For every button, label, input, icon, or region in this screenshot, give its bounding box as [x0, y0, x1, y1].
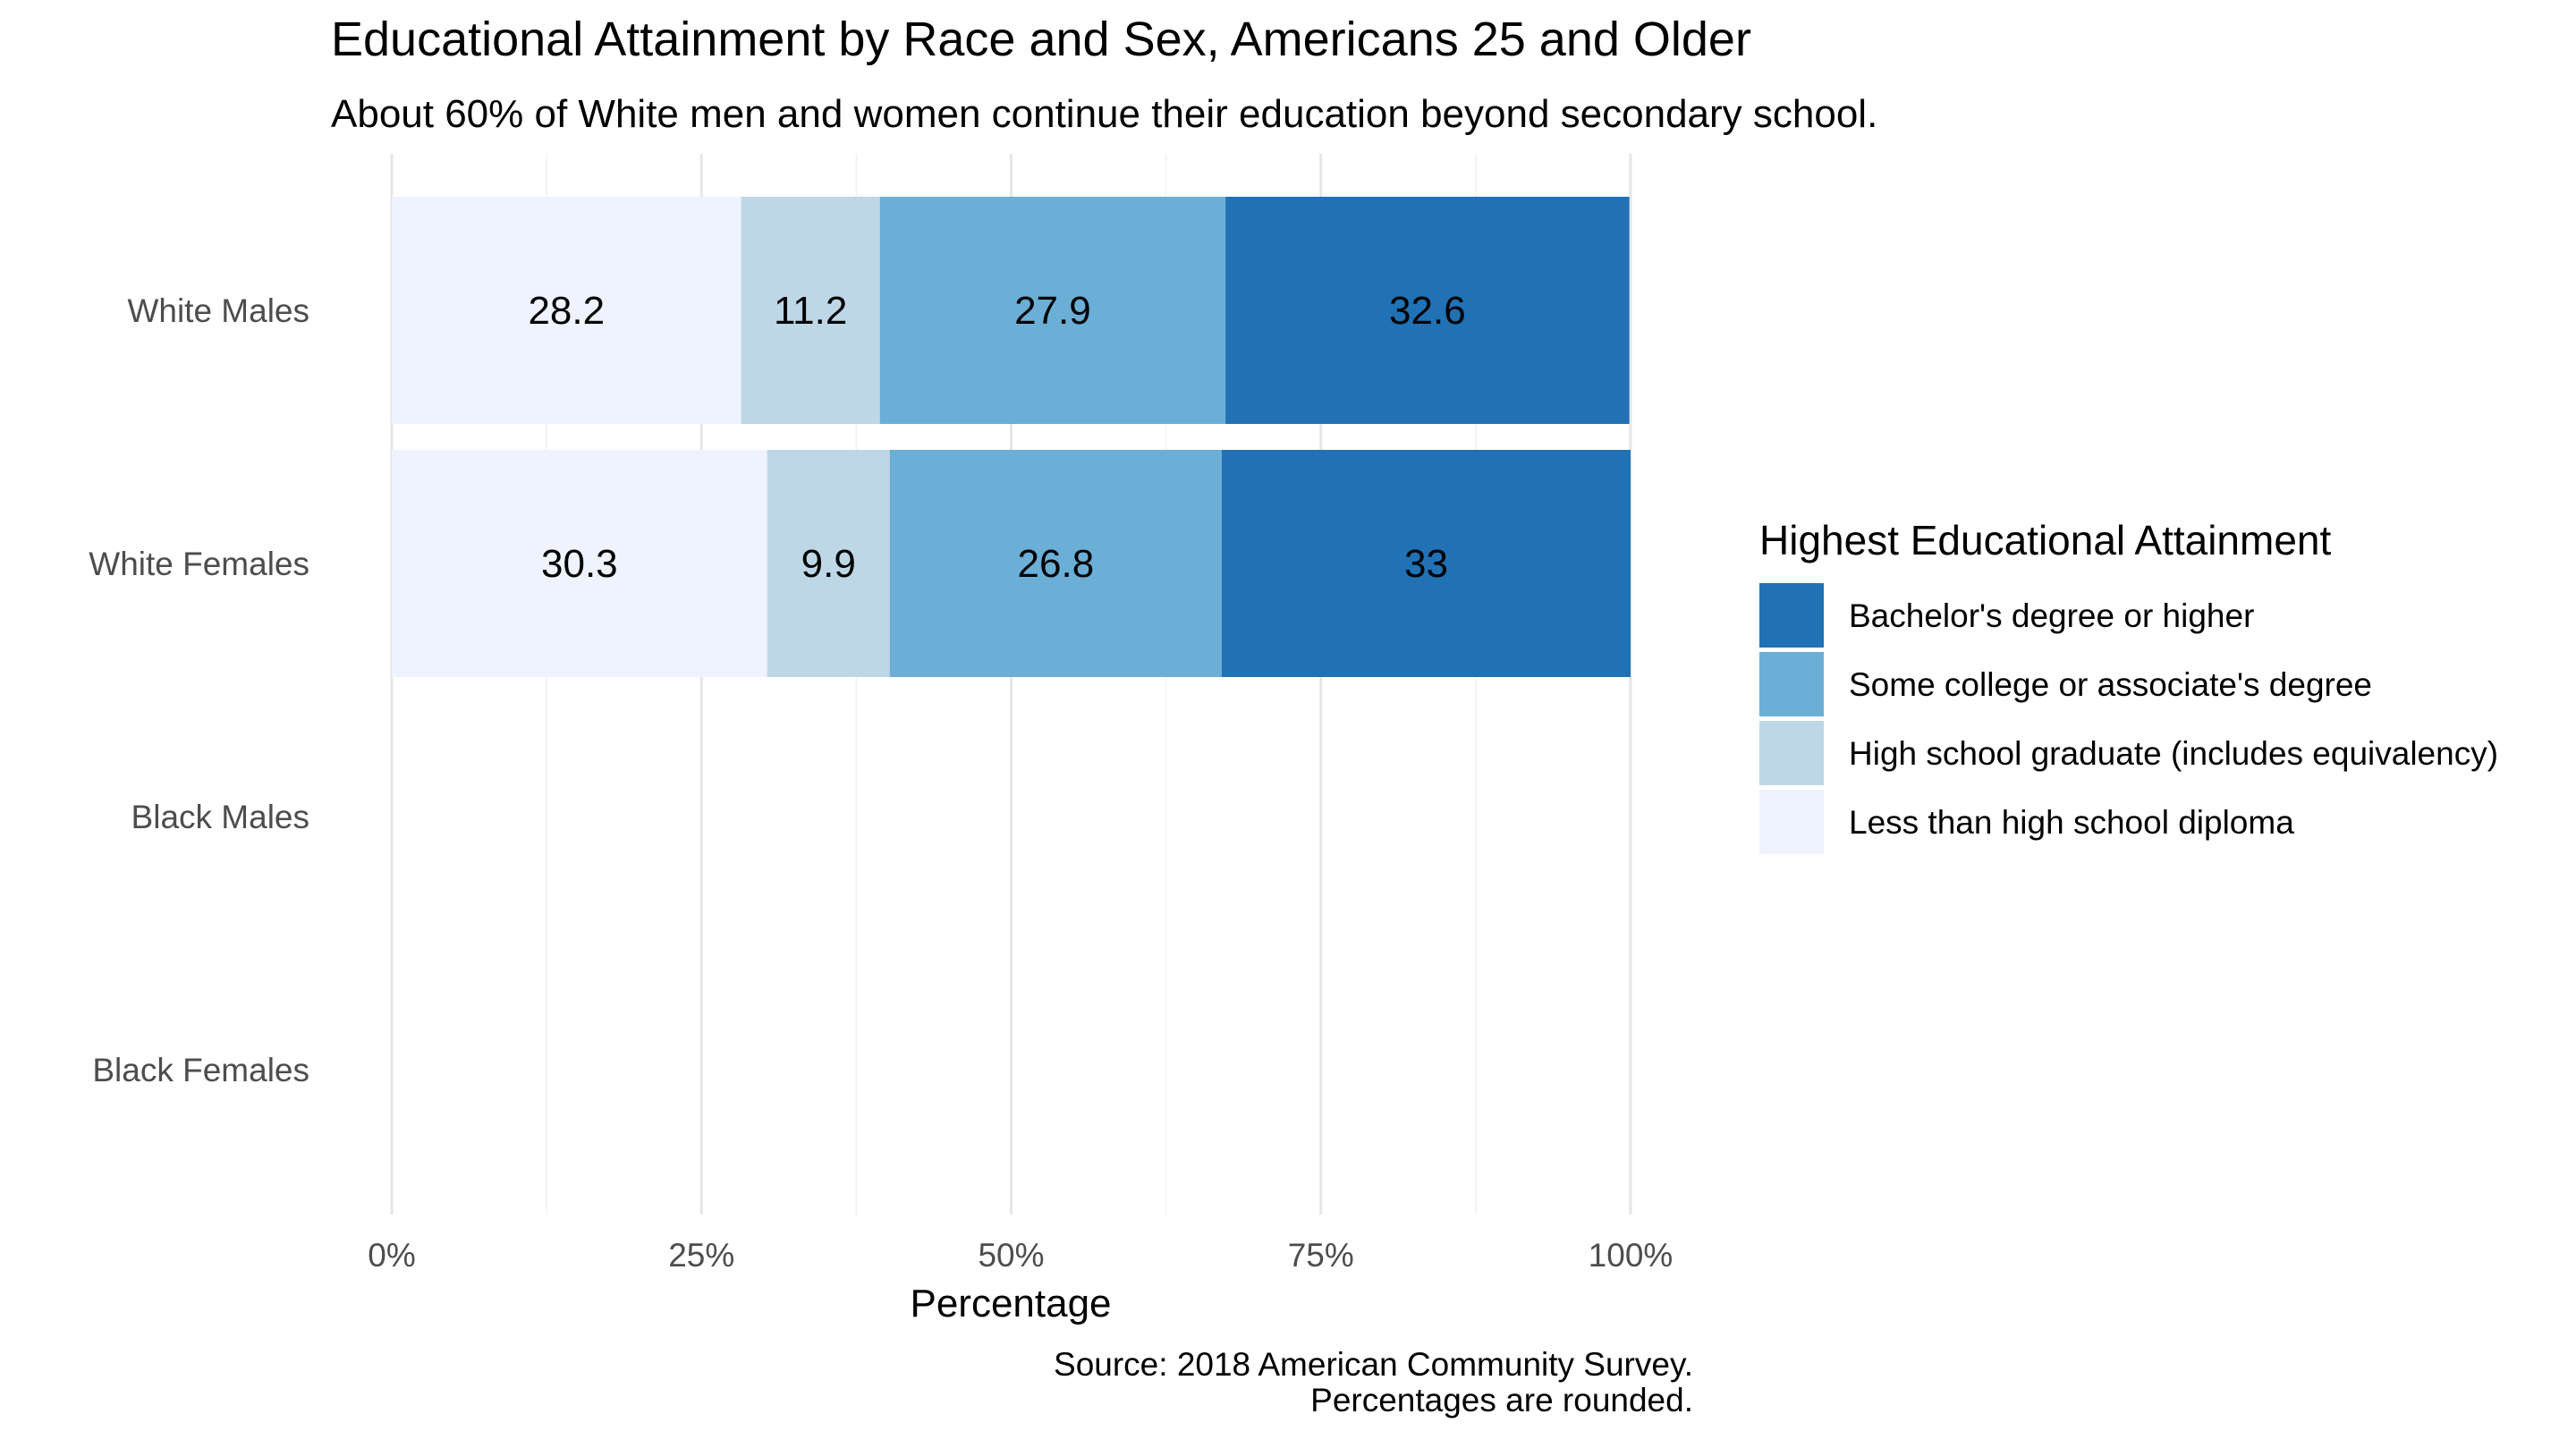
- legend-label: Some college or associate's degree: [1849, 666, 2372, 703]
- y-tick-label: Black Males: [131, 799, 309, 835]
- legend-swatch: [1759, 583, 1824, 648]
- data-label: 32.6: [1389, 289, 1466, 333]
- x-axis-labels: 0% 25% 50% 75% 100%: [368, 1237, 1673, 1274]
- legend-label: Less than high school diploma: [1849, 804, 2294, 841]
- data-label: 27.9: [1014, 289, 1091, 333]
- caption-line-1: Source: 2018 American Community Survey.: [1054, 1346, 1693, 1383]
- legend-label: High school graduate (includes equivalen…: [1849, 735, 2498, 772]
- bar-segment: [1221, 450, 1631, 677]
- data-label: 26.8: [1018, 542, 1095, 586]
- data-label: 9.9: [801, 542, 856, 586]
- legend-title: Highest Educational Attainment: [1759, 517, 2332, 563]
- legend-swatch: [1759, 790, 1824, 854]
- bar-segment: [1225, 197, 1630, 424]
- bar-segment: [767, 450, 890, 677]
- legend-label: Bachelor's degree or higher: [1849, 597, 2254, 634]
- y-tick-label: White Females: [89, 546, 309, 582]
- legend: Highest Educational Attainment Bachelor'…: [1759, 517, 2498, 854]
- legend-swatch: [1759, 721, 1824, 785]
- x-axis-title: Percentage: [910, 1282, 1111, 1325]
- legend-swatch: [1759, 652, 1824, 716]
- bar-segment: [392, 450, 767, 677]
- chart-subtitle: About 60% of White men and women continu…: [331, 92, 1877, 136]
- bar-segment: [879, 197, 1226, 424]
- x-tick-label: 75%: [1288, 1237, 1354, 1274]
- x-tick-label: 100%: [1589, 1237, 1674, 1274]
- x-tick-label: 50%: [978, 1237, 1044, 1274]
- chart-title: Educational Attainment by Race and Sex, …: [331, 13, 1751, 66]
- data-label: 11.2: [774, 289, 847, 333]
- caption-line-2: Percentages are rounded.: [1310, 1382, 1693, 1418]
- bar-segment: [392, 197, 741, 424]
- x-tick-label: 25%: [668, 1237, 734, 1274]
- bar-segment: [741, 197, 880, 424]
- y-tick-label: White Males: [127, 292, 309, 329]
- bar-segment: [889, 450, 1222, 677]
- data-label: 33: [1404, 542, 1448, 586]
- data-label: 30.3: [541, 542, 618, 586]
- bars: 28.2 11.2 27.9 32.6 30.3 9.9 26.8 33: [392, 197, 1631, 677]
- data-label: 28.2: [528, 289, 605, 333]
- y-axis-labels: White Males White Females Black Males Black…: [89, 292, 309, 1088]
- y-tick-label: Black Females: [92, 1052, 309, 1088]
- x-tick-label: 0%: [368, 1237, 415, 1274]
